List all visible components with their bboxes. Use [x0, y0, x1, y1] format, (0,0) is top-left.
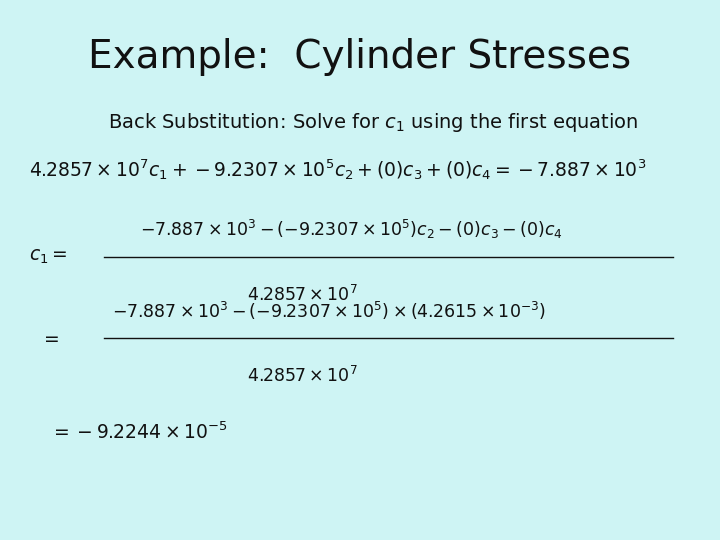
Text: $=$: $=$: [40, 328, 59, 347]
Text: $-7.887\times10^3-\left(-9.2307\times10^5\right)c_2-(0)c_3-(0)c_4$: $-7.887\times10^3-\left(-9.2307\times10^…: [140, 218, 563, 241]
Text: Back Substitution: Solve for $c_1$ using the first equation: Back Substitution: Solve for $c_1$ using…: [108, 111, 639, 134]
Text: $4.2857\times10^7$: $4.2857\times10^7$: [247, 366, 358, 386]
Text: $c_1=$: $c_1=$: [29, 247, 68, 266]
Text: $=-9.2244\times10^{-5}$: $=-9.2244\times10^{-5}$: [50, 421, 228, 443]
Text: $4.2857\times10^7$: $4.2857\times10^7$: [247, 285, 358, 305]
Text: $4.2857\times10^7c_1+-9.2307\times10^5c_2+(0)c_3+(0)c_4=-7.887\times10^3$: $4.2857\times10^7c_1+-9.2307\times10^5c_…: [29, 158, 646, 183]
Text: Example:  Cylinder Stresses: Example: Cylinder Stresses: [89, 38, 631, 76]
Text: $-7.887\times10^3-\left(-9.2307\times10^5\right)\times\left(4.2615\times10^{-3}\: $-7.887\times10^3-\left(-9.2307\times10^…: [112, 300, 546, 321]
